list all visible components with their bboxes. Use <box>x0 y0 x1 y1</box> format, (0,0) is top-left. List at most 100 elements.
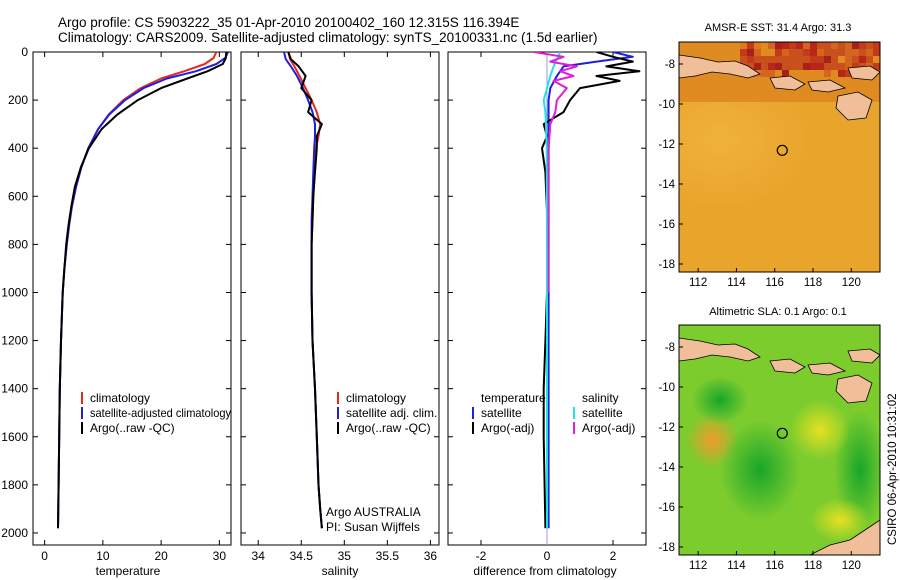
difference-xlabel: difference from climatology <box>473 564 616 578</box>
float-pi-label: PI: Susan Wijffels <box>326 520 420 534</box>
legend-title-temperature: temperature <box>481 391 546 405</box>
sst-map-cell <box>859 42 866 49</box>
legend-label-climatology: climatology <box>90 391 150 405</box>
depth-tick-label: 0 <box>21 45 28 59</box>
salinity-xtick-label: 34 <box>252 549 266 563</box>
sst-map-cell <box>838 56 845 63</box>
sst-map-cell <box>754 63 761 70</box>
sst-map-cell <box>803 49 810 56</box>
temperature-series-group <box>57 52 230 529</box>
difference-series-group <box>533 52 641 529</box>
salinity-xtick-label: 36 <box>424 549 438 563</box>
sla-map-image <box>679 325 880 555</box>
sst-map-cell <box>768 70 775 77</box>
sst-map-cell <box>824 56 831 63</box>
float-operator-label: Argo AUSTRALIA <box>326 505 421 519</box>
sst-map-cell <box>845 42 852 49</box>
sst-map-cell <box>810 42 817 49</box>
sst-map-cell <box>845 63 852 70</box>
sst-map-cell <box>810 49 817 56</box>
legend-label-sal-argo: Argo(-adj) <box>582 421 635 435</box>
depth-tick-label: 200 <box>8 93 28 107</box>
depth-tick-label: 1200 <box>1 334 28 348</box>
salinity-xlabel: salinity <box>322 564 359 578</box>
temperature-series-argo-raw-qc <box>57 52 228 529</box>
sst-map-cell <box>768 49 775 56</box>
salinity-xtick-label: 34.5 <box>290 549 314 563</box>
sst-map-cell <box>747 42 754 49</box>
sla_map-ytick-label: -14 <box>658 462 675 474</box>
sst-map-cell <box>831 70 838 77</box>
salinity-xtick-label: 35.5 <box>376 549 400 563</box>
sst-map-cell <box>754 77 761 84</box>
depth-tick-label: 1600 <box>1 430 28 444</box>
sst_map-ytick-label: -8 <box>665 59 675 71</box>
sst-map-cell <box>852 42 859 49</box>
sla_map-xtick-label: 116 <box>766 560 784 572</box>
sla-map-title: Altimetric SLA: 0.1 Argo: 0.1 <box>709 306 847 318</box>
sla_map-ytick-label: -8 <box>665 342 675 354</box>
temperature-xtick-label: 0 <box>41 549 48 563</box>
depth-tick-label: 1000 <box>1 285 28 299</box>
sst-map-cell <box>873 42 880 49</box>
sla_map-float-marker <box>776 427 788 439</box>
sst_map-ytick-label: -10 <box>658 99 675 111</box>
legend-label-climatology: climatology <box>346 391 406 405</box>
sst-map-cell <box>740 49 747 56</box>
salinity-series-group <box>283 52 323 529</box>
sst-map-cell <box>803 63 810 70</box>
sst-map-cell <box>838 70 845 77</box>
difference-series-salinity-argo-adj <box>533 52 578 293</box>
sst-map-cell <box>768 63 775 70</box>
legend-label-temp-satellite: satellite <box>481 406 522 420</box>
depth-tick-label: 600 <box>8 189 28 203</box>
temperature-xtick-label: 20 <box>154 549 168 563</box>
sst-map-cell <box>782 70 789 77</box>
sst_map-xtick-label: 114 <box>727 277 746 289</box>
sst_map-xtick-label: 120 <box>842 277 861 289</box>
sst-map-cell <box>747 56 754 63</box>
salinity-legend: climatology satellite adj. clim. Argo(..… <box>326 391 437 534</box>
salinity-series-argo-raw-qc <box>287 52 323 529</box>
sst-map-cell <box>754 42 761 49</box>
sla_map-xtick-label: 114 <box>727 560 746 572</box>
depth-tick-label: 400 <box>8 141 28 155</box>
difference-series-temperature-satellite <box>547 52 634 529</box>
sst-map-cell <box>852 49 859 56</box>
sla_map-ytick-label: -16 <box>658 502 675 514</box>
sst-map-cell <box>761 70 768 77</box>
depth-tick-label: 1400 <box>1 382 28 396</box>
legend-label-argo: Argo(..raw -QC) <box>90 421 175 435</box>
difference-legend: temperature satellite Argo(-adj) salinit… <box>472 391 635 435</box>
sst-map-cell <box>817 56 824 63</box>
sst-map-cell <box>796 42 803 49</box>
sla_map-ytick-label: -12 <box>658 422 675 434</box>
sst-map-image <box>679 42 880 272</box>
sla_map-xtick-label: 118 <box>804 560 822 572</box>
sst-map-cell <box>761 49 768 56</box>
sst_map-ytick-label: -18 <box>658 259 675 271</box>
sst-map-cell <box>803 70 810 77</box>
sst-map-cell <box>768 42 775 49</box>
sst-map-cell <box>873 49 880 56</box>
credit-label: CSIRO 06-Apr-2010 10:31:02 <box>887 393 899 545</box>
depth-tick-label: 2000 <box>1 526 28 540</box>
depth-tick-label: 1800 <box>1 478 28 492</box>
difference-xtick-label: 2 <box>610 549 617 563</box>
sst-map-cell <box>789 42 796 49</box>
sst-map-cell <box>810 56 817 63</box>
sla_map-ytick-label: -10 <box>658 382 675 394</box>
sst-map-cell <box>782 42 789 49</box>
sst-map-cell <box>866 49 873 56</box>
salinity-xtick-label: 35 <box>338 549 352 563</box>
sla_map-xtick-label: 112 <box>689 560 707 572</box>
sst_map-xtick-label: 118 <box>804 277 822 289</box>
sst-map-cell <box>845 70 852 77</box>
sst-map-cell <box>740 42 747 49</box>
difference-series-temperature-argo-adj <box>541 52 641 529</box>
profile-curves-layer <box>57 52 641 529</box>
sst-map-cell <box>817 49 824 56</box>
sst-map-cell <box>775 49 782 56</box>
legend-label-sal-satellite: satellite <box>582 406 623 420</box>
